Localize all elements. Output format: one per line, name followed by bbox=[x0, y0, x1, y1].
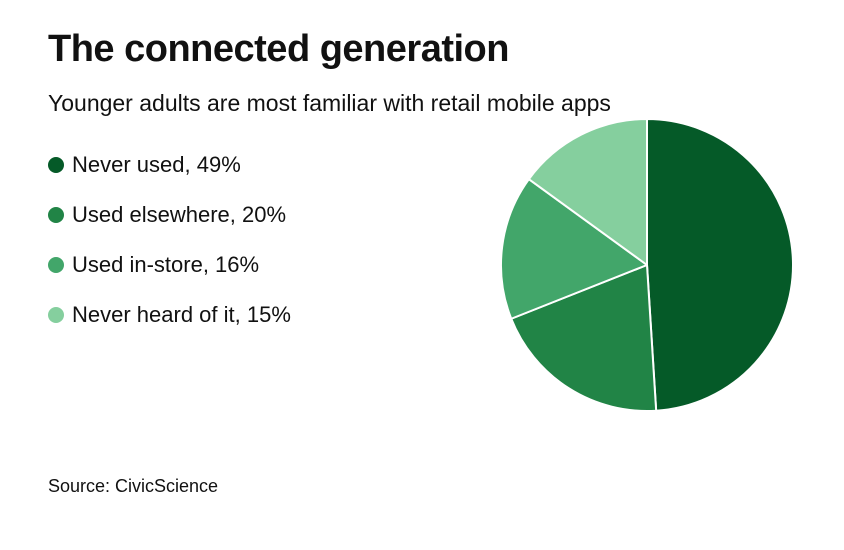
chart-subtitle: Younger adults are most familiar with re… bbox=[48, 90, 611, 116]
legend-label-used-elsewhere: Used elsewhere, 20% bbox=[72, 202, 287, 227]
pie-slices bbox=[500, 118, 795, 412]
legend-item-used-elsewhere: Used elsewhere, 20% bbox=[48, 190, 291, 240]
chart-legend: Never used, 49% Used elsewhere, 20% Used… bbox=[48, 140, 291, 340]
legend-item-never-used: Never used, 49% bbox=[48, 140, 291, 190]
chart-title: The connected generation bbox=[48, 28, 509, 70]
pie-slice-used-elsewhere bbox=[510, 264, 658, 412]
pie-slice-never-heard bbox=[527, 118, 648, 266]
legend-swatch-never-used bbox=[48, 157, 64, 173]
legend-label-used-in-store: Used in-store, 16% bbox=[72, 252, 260, 277]
legend-swatch-used-in-store bbox=[48, 257, 64, 273]
legend-swatch-used-elsewhere bbox=[48, 207, 64, 223]
legend-item-used-in-store: Used in-store, 16% bbox=[48, 240, 291, 290]
pie-chart bbox=[500, 118, 795, 412]
legend-label-never-used: Never used, 49% bbox=[72, 152, 241, 177]
legend-item-never-heard: Never heard of it, 15% bbox=[48, 290, 291, 340]
source-note: Source: CivicScience bbox=[48, 476, 219, 496]
pie-slice-used-in-store bbox=[500, 178, 648, 320]
legend-swatch-never-heard bbox=[48, 307, 64, 323]
legend-label-never-heard: Never heard of it, 15% bbox=[72, 302, 291, 327]
pie-slice-never-used bbox=[646, 118, 795, 412]
